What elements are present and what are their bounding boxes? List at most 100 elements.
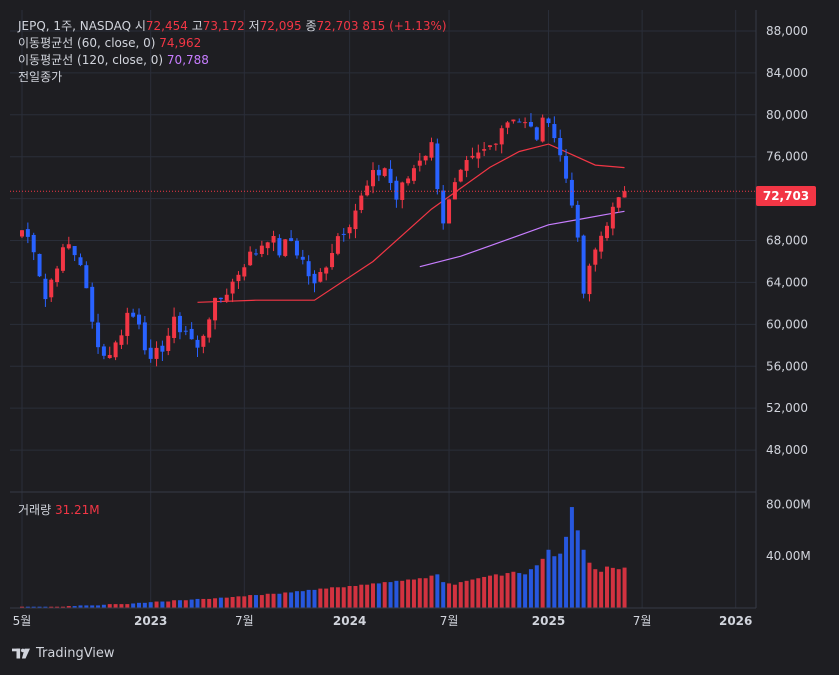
symbol-label[interactable]: JEPQ, 1주, NASDAQ [18,19,132,33]
candle-body [569,179,574,206]
volume-bar [107,604,112,608]
volume-bar [248,595,253,608]
volume-bar [207,598,212,608]
candle-body [505,122,510,128]
candle-body [406,178,411,184]
candle-body [365,185,370,196]
volume-bar [575,530,580,608]
volume-bar [37,606,42,608]
volume-bar [90,605,95,608]
volume-bar [142,602,147,608]
volume-bar [564,536,569,608]
candle-body [137,314,141,325]
candle-body [177,315,182,333]
candle-body [277,238,282,256]
volumes [20,507,627,608]
ma60-row[interactable]: 이동평균선 (60, close, 0) 74,962 [18,35,447,52]
candle-body [528,121,533,127]
candle-body [142,322,147,351]
candle-body [605,225,609,239]
price-tick-label: 60,000 [766,317,808,331]
ma120-line [419,210,625,268]
candle-body [564,156,569,179]
volume-bar [131,603,136,608]
candle-body [195,339,200,348]
candle-body [43,278,48,300]
candle-body [546,118,551,124]
volume-bar [335,587,340,608]
volume-legend[interactable]: 거래량 31.21M [18,501,100,518]
volume-bar [558,553,563,608]
volume-bar [417,578,422,608]
candle-body [610,206,615,229]
time-tick-label: 5월 [13,614,32,628]
price-tick-label: 84,000 [766,66,808,80]
volume-bar [499,575,504,608]
last-price-tag: 72,703 [756,186,816,206]
volume-bar [72,606,77,608]
candle-body [499,128,504,145]
candle-body [90,286,95,322]
volume-bar [119,604,124,608]
volume-bar [517,573,522,608]
candle-body [113,342,118,358]
grid [10,10,756,608]
candle-body [20,230,24,237]
candle-body [423,155,428,161]
candle-body [55,268,60,283]
candle-body [306,261,311,277]
candle-body [400,182,405,200]
candle-body [101,346,106,356]
candle-body [388,168,393,183]
candle-body [394,180,399,200]
candle-body [470,155,475,158]
prev-close-label: 전일종가 [18,70,63,84]
volume-bar [569,507,574,608]
candle-body [172,316,177,338]
volume-bar [511,571,516,608]
volume-bar [382,582,387,608]
candle-body [435,143,440,190]
candle-body [49,279,54,298]
ma60-line [197,143,625,303]
volume-bar [265,593,270,608]
volume-bar [353,586,358,608]
volume-bar [324,588,329,608]
candle-body [517,121,522,123]
candle-body [254,253,258,255]
ma120-row[interactable]: 이동평균선 (120, close, 0) 70,788 [18,52,447,69]
volume-bar [488,575,492,608]
candle-body [166,335,171,351]
candle-body [482,149,487,151]
volume-bar [429,575,434,608]
high-label: 고 [191,19,203,33]
volume-bar [376,583,381,608]
candle-body [511,119,516,122]
candle-body [382,168,387,176]
volume-bar [213,598,218,608]
prev-close-row[interactable]: 전일종가 [18,69,447,86]
candle-body [417,160,422,166]
volume-bar [148,602,153,608]
close-value: 72,703 [316,19,359,33]
candle-body [318,272,323,282]
volume-label: 거래량 [18,503,52,517]
volume-bar [365,584,370,608]
candle-body [429,142,434,158]
volume-bar [300,591,305,608]
candle-body [581,235,586,294]
candle-body [347,227,352,234]
candle-body [587,265,592,295]
volume-bar [388,582,393,608]
volume-bar [183,600,188,608]
volume-bar [101,604,106,608]
candle-body [148,347,153,359]
footer[interactable]: TradingView [12,646,115,661]
time-tick-label: 7월 [633,614,652,628]
price-tick-label: 48,000 [766,443,808,457]
volume-bar [447,583,452,608]
volume-bar [55,606,60,608]
time-tick-label: 7월 [235,614,254,628]
volume-bar [476,578,481,608]
